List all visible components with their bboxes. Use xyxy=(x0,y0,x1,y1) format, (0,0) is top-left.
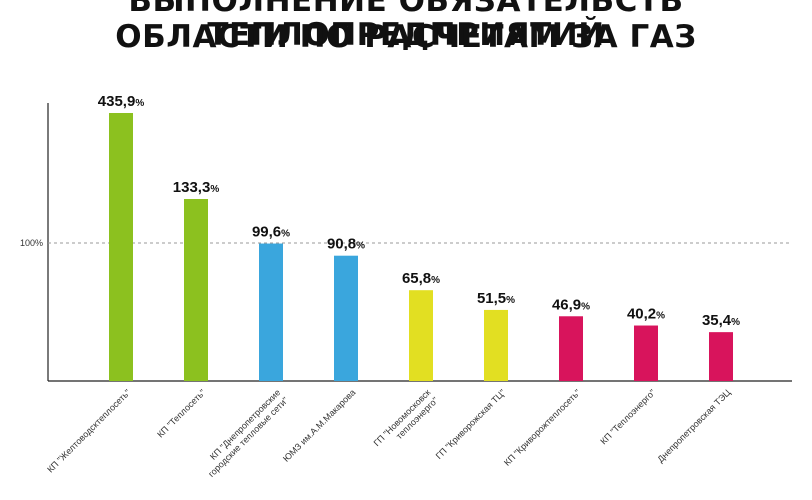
x-tick-label-line: КП "Желтоводсктеплосеть" xyxy=(45,387,132,474)
chart-value-labels: 435,9% 133,3% 99,6% 90,8% 65,8% 51,5% 46,9% 40,… xyxy=(98,93,740,329)
chart-bars xyxy=(109,113,733,381)
x-tick-label-line: КП "Теплосеть" xyxy=(155,387,207,439)
x-tick-label: КП "Желтоводсктеплосеть" xyxy=(45,387,132,474)
bar xyxy=(259,243,283,381)
x-tick-label-line: Днепропетровская ТЭЦ xyxy=(655,387,732,464)
chart-title-line-2: ОБЛАСТИ ПО РАСЧЕТАМ ЗА ГАЗ xyxy=(115,19,697,55)
bar xyxy=(409,290,433,381)
x-tick-label: ЮМЗ им.А.М.Макарова xyxy=(281,387,358,464)
bar xyxy=(109,113,133,381)
x-tick-label-line: городские тепловые сети" xyxy=(206,395,290,479)
x-tick-label-line: КП "Теплоэнерго" xyxy=(598,387,657,446)
x-tick-label: КП "Криворожтеплосеть" xyxy=(502,387,582,467)
data-label: 65,8% xyxy=(402,270,440,287)
x-tick-label-line: КП "Криворожтеплосеть" xyxy=(502,387,582,467)
bar xyxy=(484,309,508,381)
data-label: 133,3% xyxy=(173,179,220,196)
data-label: 435,9% xyxy=(98,93,145,110)
x-tick-label-line: ГП "Криворожская ТЦ" xyxy=(434,387,508,461)
x-tick-label-line: ЮМЗ им.А.М.Макарова xyxy=(281,387,358,464)
data-label: 99,6% xyxy=(252,224,290,241)
x-tick-label-line: КП "Днепропетровские xyxy=(208,387,282,461)
bar xyxy=(184,199,208,381)
chart-category-labels: КП "Желтоводсктеплосеть" КП "Теплосеть" КП… xyxy=(45,387,732,479)
data-label: 46,9% xyxy=(552,296,590,313)
data-label: 35,4% xyxy=(702,312,740,329)
bar xyxy=(634,325,658,381)
data-label: 51,5% xyxy=(477,290,515,307)
data-label: 40,2% xyxy=(627,306,665,323)
chart-title-line-1: ВЫПОЛНЕНИЕ ОБЯЗАТЕЛЬСТВ ТЕПЛОПРЕДПРИЯТИЙ xyxy=(128,0,684,53)
bar xyxy=(334,255,358,381)
x-tick-label: КП "Теплосеть" xyxy=(155,387,207,439)
x-tick-label: Днепропетровская ТЭЦ xyxy=(655,387,732,464)
x-tick-label: КП "Теплоэнерго" xyxy=(598,387,657,446)
bar xyxy=(709,332,733,381)
reference-line-label: 100% xyxy=(20,238,43,248)
x-tick-label: ГП "Криворожская ТЦ" xyxy=(434,387,508,461)
chart-axes: 100% xyxy=(20,103,792,382)
data-label: 90,8% xyxy=(327,236,365,253)
bar xyxy=(559,316,583,381)
